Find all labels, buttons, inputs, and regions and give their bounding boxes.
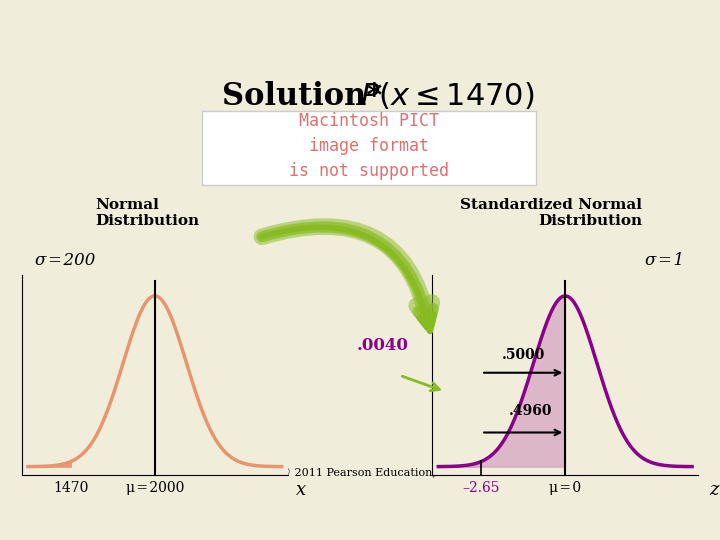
Text: Solution*: Solution* bbox=[222, 82, 382, 112]
Text: Normal
Distribution: Normal Distribution bbox=[96, 198, 199, 228]
Text: z: z bbox=[710, 481, 719, 499]
Text: Standardized Normal
Distribution: Standardized Normal Distribution bbox=[460, 198, 642, 228]
Text: $P(x \leq 1470)$: $P(x \leq 1470)$ bbox=[360, 82, 534, 112]
Text: .0040: .0040 bbox=[357, 336, 409, 354]
Text: .4960: .4960 bbox=[508, 404, 552, 418]
Text: .5000: .5000 bbox=[503, 348, 546, 362]
Text: σ = 1: σ = 1 bbox=[645, 252, 684, 269]
FancyBboxPatch shape bbox=[202, 111, 536, 185]
Text: © 2011 Pearson Education, Inc: © 2011 Pearson Education, Inc bbox=[280, 468, 458, 478]
Text: x: x bbox=[296, 481, 307, 499]
Text: Macintosh PICT
image format
is not supported: Macintosh PICT image format is not suppo… bbox=[289, 112, 449, 180]
Text: σ = 200: σ = 200 bbox=[35, 252, 95, 269]
